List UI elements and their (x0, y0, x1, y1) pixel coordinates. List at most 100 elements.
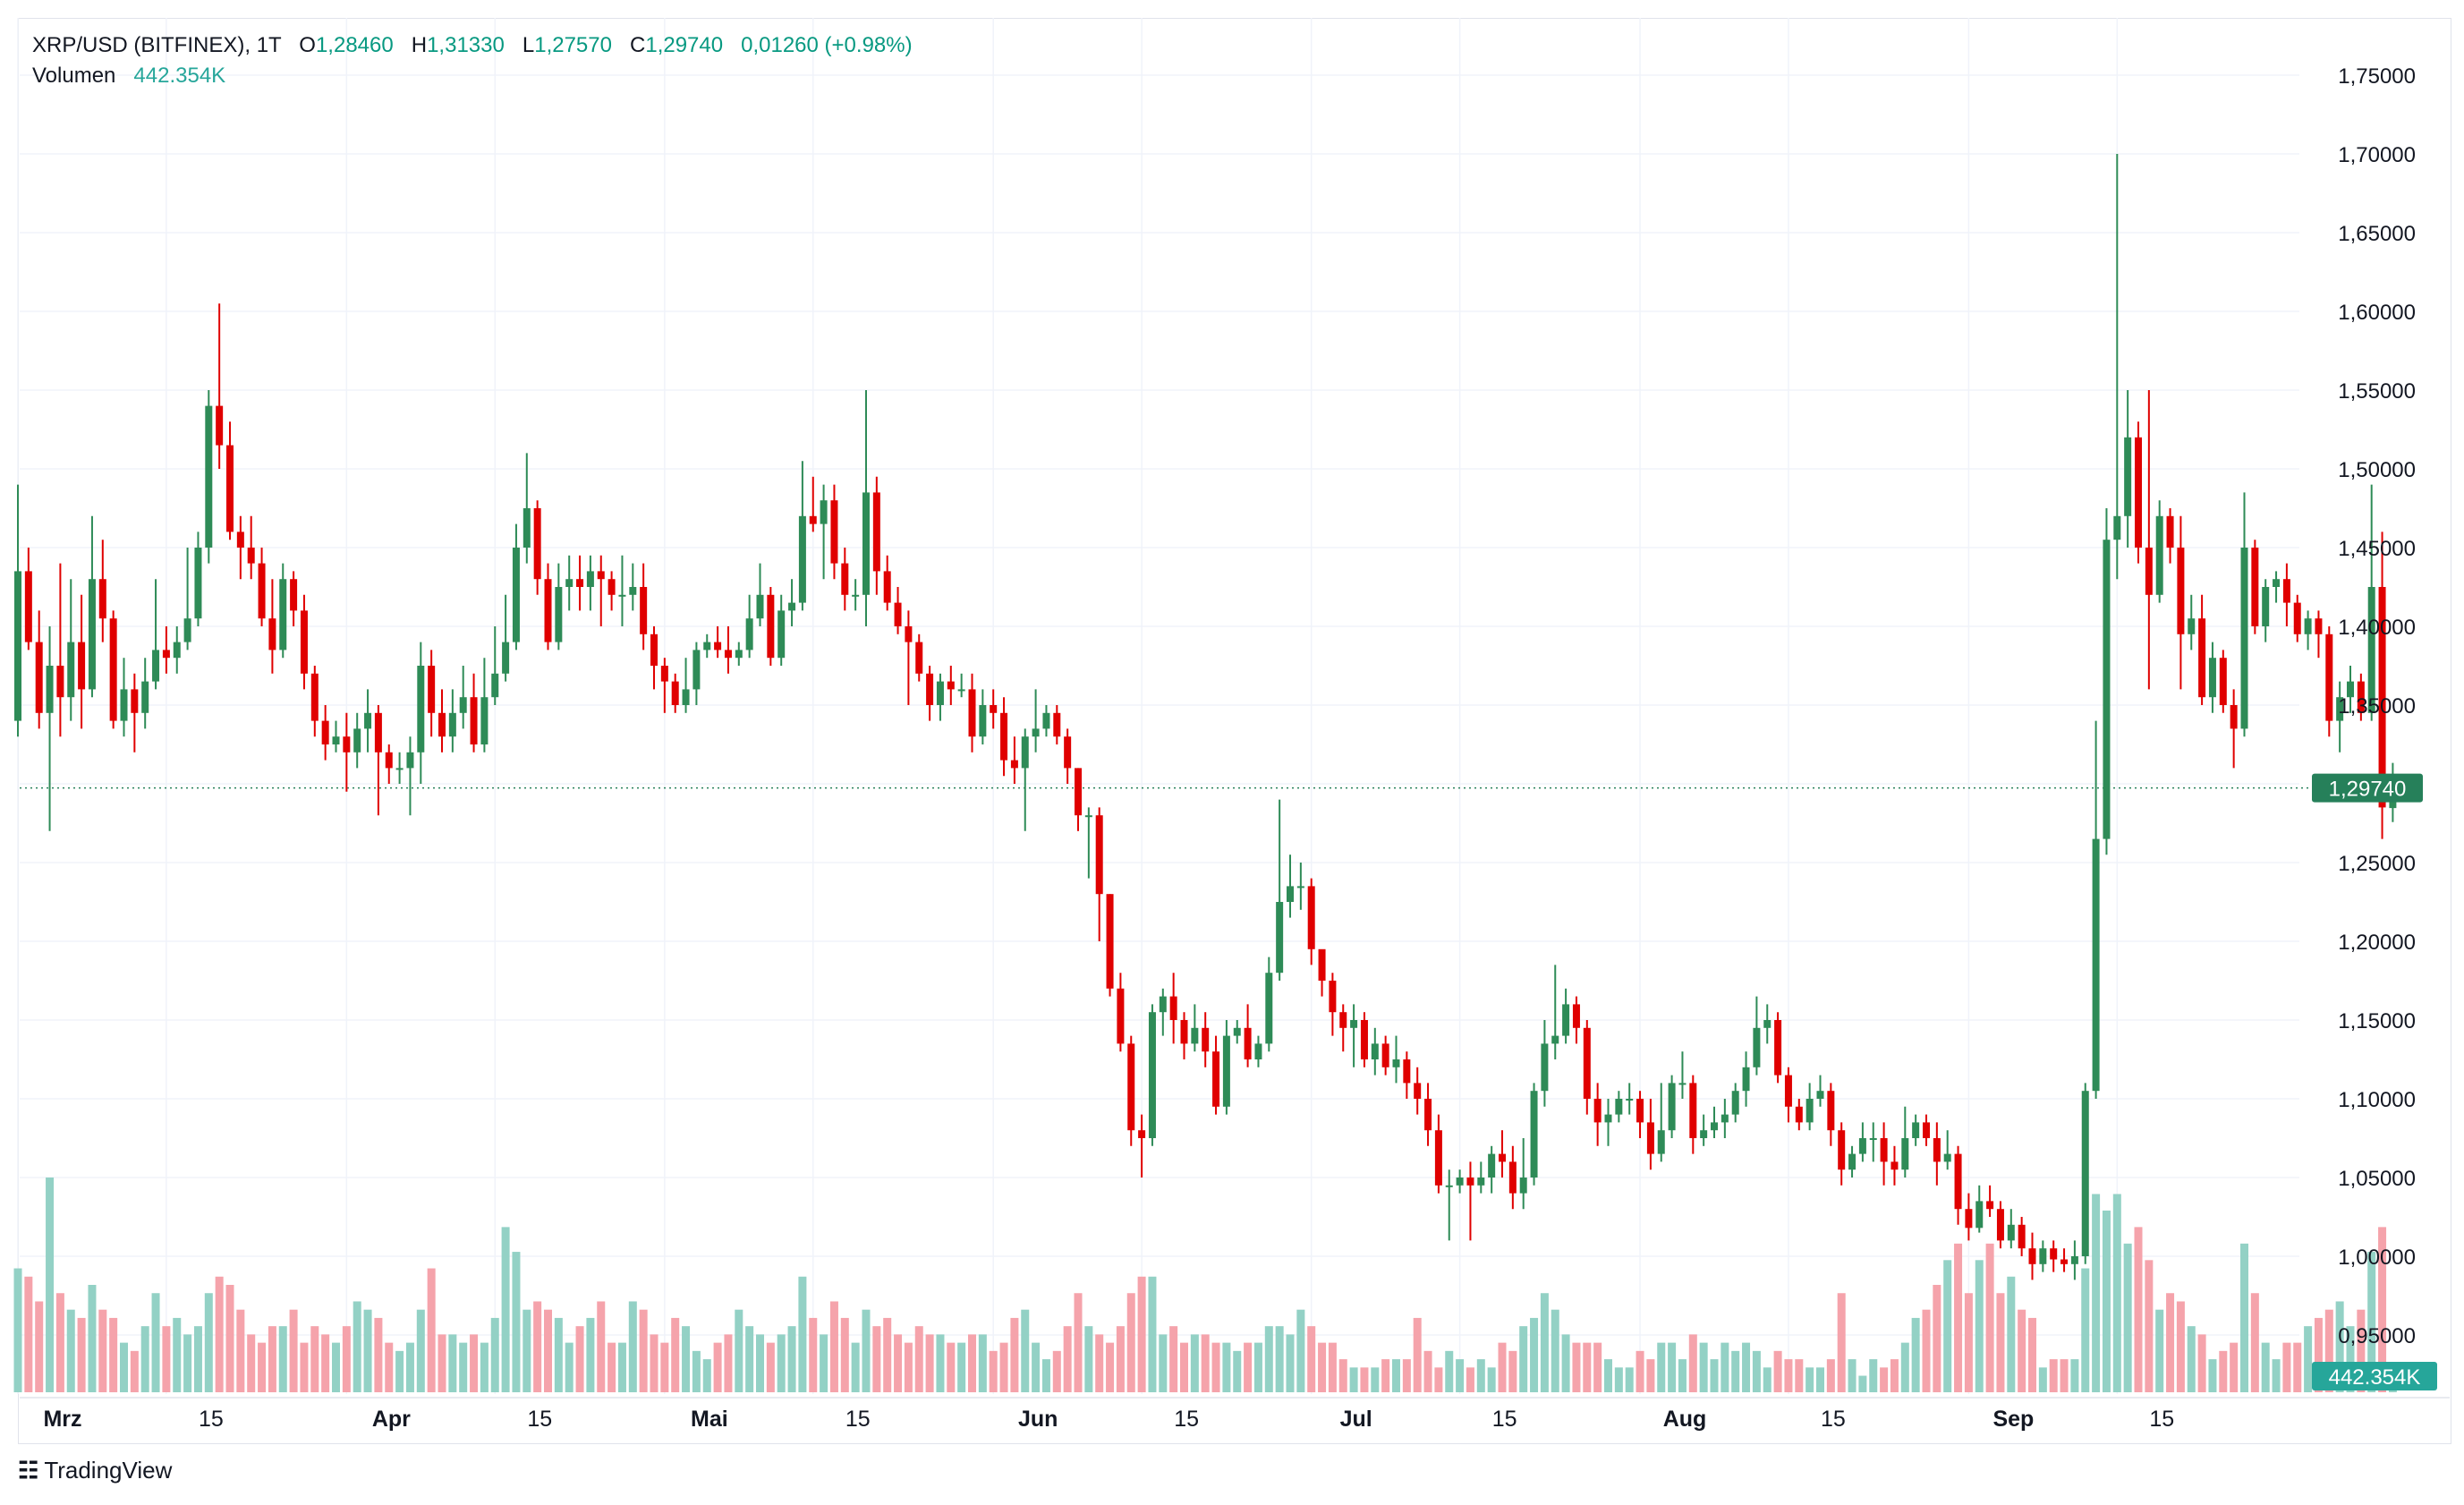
candle-body (216, 405, 224, 446)
candle-body (798, 515, 806, 603)
volume-bar (268, 1326, 276, 1392)
candle-body (1763, 1020, 1772, 1028)
change-value: 0,01260 (+0.98%) (741, 33, 913, 57)
candle-body (395, 768, 404, 770)
candle-body (2188, 618, 2196, 634)
volume-bar (1116, 1326, 1125, 1392)
brand[interactable]: ☷ TradingView (18, 1457, 172, 1484)
grid (17, 18, 2308, 1394)
candle-body (990, 705, 998, 713)
volume-tag-text: 442.354K (2329, 1365, 2421, 1390)
volume-bar (1784, 1359, 1793, 1392)
volume-bar (1519, 1326, 1528, 1392)
candle-body (1169, 996, 1177, 1020)
candle-body (1117, 988, 1125, 1044)
volume-bar (851, 1342, 860, 1392)
volume-bar (2230, 1342, 2239, 1392)
volume-bar (1922, 1309, 1931, 1392)
candle-body (46, 666, 54, 713)
volume-label[interactable]: Volumen (32, 64, 116, 88)
volume-bar (682, 1326, 691, 1392)
candle-body (1254, 1043, 1262, 1059)
candle-body (1276, 902, 1284, 974)
candle-body (1986, 1201, 1994, 1210)
candle-body (448, 712, 456, 737)
candle-body (1572, 1004, 1580, 1028)
candle-body (2113, 515, 2121, 540)
candle-body (1233, 1027, 1241, 1036)
volume-bar (247, 1334, 256, 1392)
volume-bar (278, 1326, 287, 1392)
candle-body (2336, 697, 2344, 721)
candle-body (2145, 548, 2153, 595)
y-tick-label: 1,20000 (2338, 931, 2416, 955)
candle-body (183, 618, 191, 642)
volume-bar (692, 1350, 701, 1392)
volume-bar (1159, 1334, 1168, 1392)
volume-bar (1010, 1317, 1019, 1392)
candle-body (1212, 1051, 1220, 1107)
candle-body (2155, 515, 2163, 595)
candle-body (1742, 1067, 1750, 1092)
candle-body (2293, 602, 2301, 634)
volume-bar (88, 1285, 97, 1392)
volume-bar (2038, 1367, 2047, 1392)
volume-bar (586, 1317, 595, 1392)
candle-body (1869, 1138, 1877, 1140)
candle-body (2304, 618, 2312, 634)
candle-body (162, 650, 170, 659)
volume-bar (258, 1342, 267, 1392)
candle-body (1626, 1099, 1634, 1101)
volume-bar (1890, 1359, 1899, 1392)
volume-bar (35, 1301, 44, 1392)
volume-bar (46, 1178, 55, 1392)
candle-body (2198, 618, 2206, 698)
volume-bar (1911, 1317, 1920, 1392)
volume-bar (957, 1342, 966, 1392)
candle-body (1657, 1130, 1665, 1154)
candle-body (24, 571, 32, 642)
x-tick-label: Mrz (43, 1407, 81, 1432)
candle-body (1392, 1059, 1400, 1067)
volume-bar (321, 1334, 330, 1392)
volume-bar (1668, 1342, 1677, 1392)
volume-bar (1954, 1243, 1963, 1392)
candle-body (226, 445, 234, 532)
candle-body (35, 642, 43, 713)
x-tick-label: Jun (1018, 1407, 1058, 1432)
y-tick-label: 1,15000 (2338, 1009, 2416, 1033)
candle-body (1360, 1020, 1368, 1059)
volume-bar (756, 1334, 764, 1392)
volume-bar (1816, 1367, 1824, 1392)
volume-bar (342, 1326, 351, 1392)
volume-bar (2102, 1210, 2111, 1392)
candle-body (1307, 886, 1315, 949)
candle-body (14, 571, 21, 721)
volume-bar (1646, 1359, 1655, 1392)
volume-bar (544, 1309, 552, 1392)
candle-body (1084, 815, 1092, 818)
candle-body (2039, 1248, 2047, 1264)
candle-body (1711, 1122, 1718, 1131)
symbol-label[interactable]: XRP/USD (BITFINEX), 1T (32, 33, 282, 57)
volume-bar (193, 1326, 202, 1392)
candle-body (2007, 1224, 2015, 1241)
candle-body (1816, 1091, 1824, 1099)
volume-bar (289, 1309, 298, 1392)
volume-bar (1540, 1293, 1549, 1392)
candle-body (1329, 981, 1337, 1013)
candle-body (777, 610, 786, 659)
candle-body (385, 752, 393, 769)
candle-body (2060, 1259, 2069, 1264)
y-tick-label: 1,25000 (2338, 852, 2416, 876)
x-tick-label: 15 (1821, 1407, 1846, 1432)
candle-body (2347, 681, 2354, 698)
y-tick-label: 1,55000 (2338, 379, 2416, 404)
volume-bar (1721, 1342, 1729, 1392)
volume-bar (862, 1309, 871, 1392)
candle-body (756, 594, 764, 619)
price-tags: 1,29740 442.354K (2312, 773, 2437, 1390)
chart-legend: XRP/USD (BITFINEX), 1T O1,28460 H1,31330… (32, 30, 913, 91)
volume-bar (671, 1317, 680, 1392)
